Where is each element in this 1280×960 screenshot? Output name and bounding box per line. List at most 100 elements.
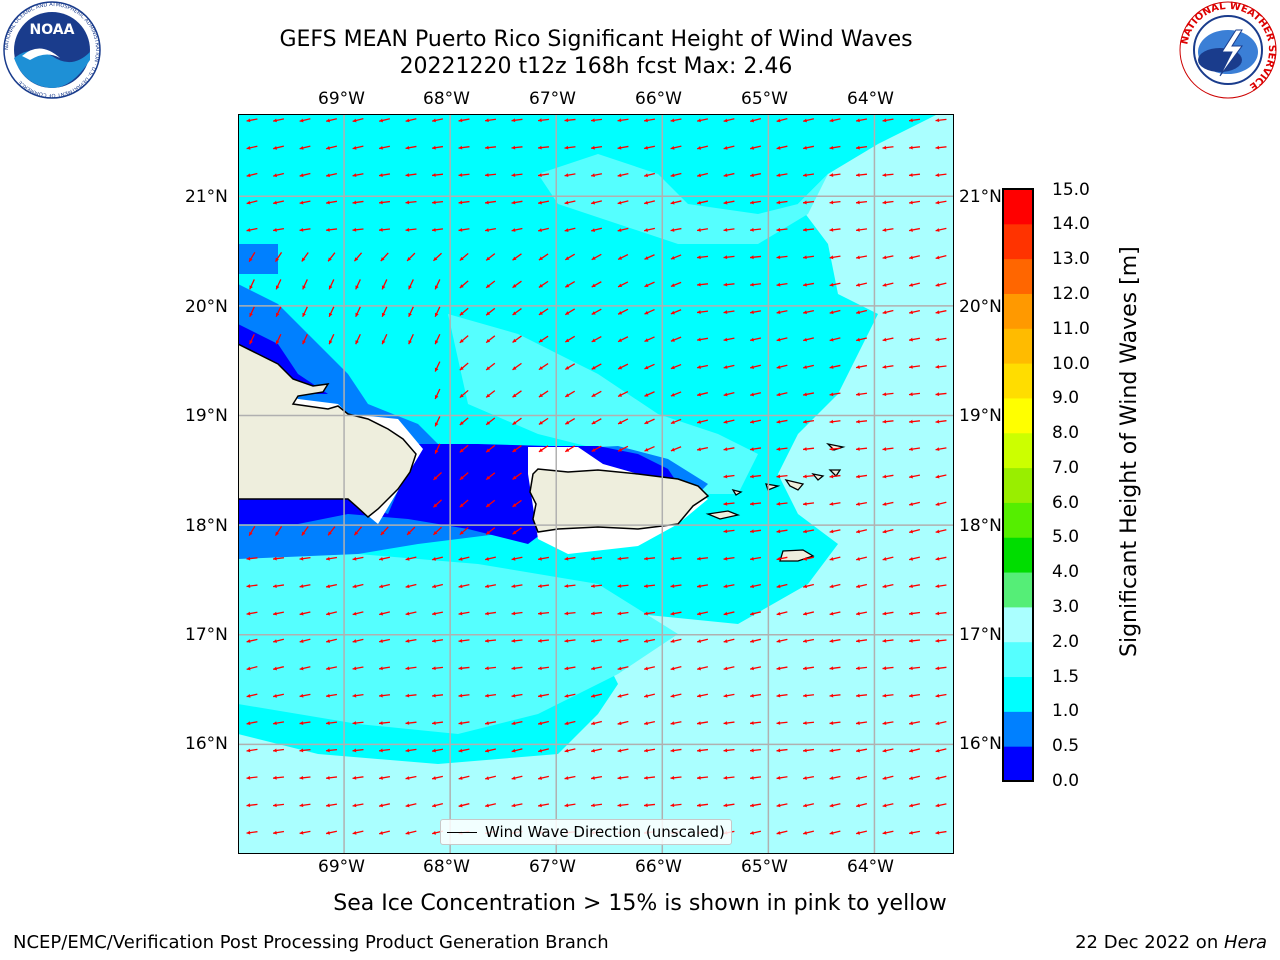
wind-wave-arrowhead (538, 748, 543, 753)
wind-wave-arrowhead (249, 340, 253, 345)
lat-tick-right: 18°N (959, 516, 1002, 536)
lat-tick-right: 19°N (959, 406, 1002, 426)
wind-wave-arrowhead (856, 227, 860, 232)
wind-wave-arrowhead (275, 257, 279, 262)
wind-wave-arrowhead (273, 639, 278, 643)
wind-wave-arrowhead (405, 584, 410, 589)
footer-credit: NCEP/EMC/Verification Post Processing Pr… (13, 932, 609, 953)
wind-wave-arrowhead (882, 365, 887, 369)
wind-wave-arrowhead (486, 284, 491, 288)
wind-wave-arrowhead (538, 448, 543, 452)
wind-wave-arrowhead (909, 173, 913, 177)
wind-wave-arrowhead (538, 118, 542, 123)
wind-wave-arrowhead (750, 365, 755, 369)
wind-wave-arrowhead (564, 584, 569, 588)
wind-wave-arrowhead (670, 447, 675, 452)
wind-wave-arrowhead (354, 531, 359, 536)
wind-wave-arrowhead (670, 556, 675, 561)
lon-tick-bottom: 69°W (318, 857, 365, 877)
wind-wave-arrowhead (381, 312, 386, 317)
wind-wave-arrowhead (379, 227, 383, 232)
wind-wave-arrowhead (405, 200, 410, 205)
wind-wave-arrowhead (379, 556, 383, 561)
wind-wave-arrowhead (273, 830, 277, 835)
wind-wave-arrowhead (326, 693, 330, 698)
wind-wave-arrowhead (565, 365, 570, 370)
wind-wave-arrowhead (326, 803, 330, 808)
wind-wave-arrowhead (246, 556, 251, 561)
wind-wave-arrowhead (750, 611, 755, 616)
wind-wave-arrowhead (723, 721, 728, 725)
wind-wave-arrowhead (723, 365, 728, 369)
wind-wave-arrowhead (405, 639, 410, 643)
wind-wave-arrowhead (618, 310, 623, 315)
wind-wave-arrowhead (829, 693, 834, 698)
wind-wave-arrowhead (379, 145, 383, 150)
wind-wave-arrowhead (882, 721, 887, 726)
wind-wave-arrowhead (459, 448, 464, 453)
wind-wave-arrowhead (935, 283, 940, 287)
wind-wave-arrowhead (882, 830, 887, 835)
wind-wave-arrowhead (618, 420, 623, 425)
wind-wave-arrowhead (697, 228, 701, 232)
wind-wave-arrowhead (352, 200, 357, 205)
wind-wave-arrowhead (935, 638, 940, 643)
wind-wave-arrowhead (511, 638, 516, 643)
wind-wave-arrowhead (511, 228, 516, 232)
wind-wave-arrowhead (432, 173, 436, 177)
wind-wave-arrowhead (723, 392, 728, 397)
wind-wave-arrowhead (275, 340, 280, 345)
wind-wave-arrowhead (856, 721, 860, 725)
wind-wave-arrowhead (302, 340, 306, 345)
wind-wave-arrowhead (909, 502, 914, 506)
wind-wave-arrowhead (246, 639, 251, 643)
wind-wave-arrowhead (564, 721, 569, 726)
wind-wave-arrowhead (432, 638, 436, 643)
wind-wave-arrowhead (538, 638, 542, 643)
wind-wave-arrowhead (750, 118, 755, 123)
wind-wave-arrowhead (803, 803, 807, 808)
wind-wave-arrowhead (407, 531, 411, 535)
wind-wave-arrowhead (935, 145, 940, 150)
wind-wave-arrowhead (723, 556, 728, 561)
wind-wave-arrowhead (697, 365, 701, 369)
wind-wave-arrowhead (301, 257, 306, 262)
wind-wave-arrowhead (856, 447, 860, 451)
wind-wave-arrowhead (299, 775, 304, 780)
map-subtitle: 20221220 t12z 168h fcst Max: 2.46 (399, 54, 793, 79)
wind-wave-arrowhead (326, 639, 331, 643)
wind-wave-arrowhead (405, 145, 410, 150)
wind-wave-arrowhead (856, 638, 860, 643)
wind-wave-arrowhead (670, 775, 675, 780)
wind-wave-arrowhead (697, 310, 701, 314)
wind-wave-arrowhead (856, 392, 860, 397)
wind-wave-arrowhead (723, 639, 728, 643)
wind-wave-arrowhead (723, 227, 728, 232)
wind-wave-arrowhead (776, 830, 781, 835)
wind-wave-arrowhead (829, 365, 834, 369)
wind-wave-arrowhead (803, 474, 807, 479)
wind-wave-arrowhead (432, 830, 437, 835)
wind-wave-arrowhead (249, 257, 253, 262)
wind-wave-arrowhead (538, 693, 542, 698)
wind-wave-arrowhead (564, 693, 569, 698)
wind-wave-arrowhead (617, 666, 622, 671)
wind-wave-arrowhead (697, 146, 702, 150)
wind-wave-arrowhead (750, 501, 754, 506)
wind-wave-arrowhead (618, 447, 623, 452)
wind-wave-arrowhead (511, 556, 516, 561)
wind-wave-arrowhead (644, 145, 648, 150)
wind-wave-arrowhead (246, 173, 251, 178)
colorbar-tick: 0.5 (1052, 736, 1080, 756)
wind-wave-arrowhead (882, 638, 887, 643)
wind-wave-arrowhead (856, 200, 860, 205)
wind-wave-arrowhead (644, 721, 648, 726)
wind-wave-arrowhead (750, 666, 754, 671)
wind-wave-arrowhead (856, 584, 860, 589)
wind-wave-arrowhead (458, 611, 463, 616)
wind-wave-arrowhead (302, 312, 306, 317)
wind-wave-arrowhead (670, 584, 675, 588)
wind-wave-arrowhead (299, 666, 304, 671)
wind-wave-arrowhead (670, 255, 675, 260)
wind-wave-arrowhead (511, 118, 516, 123)
